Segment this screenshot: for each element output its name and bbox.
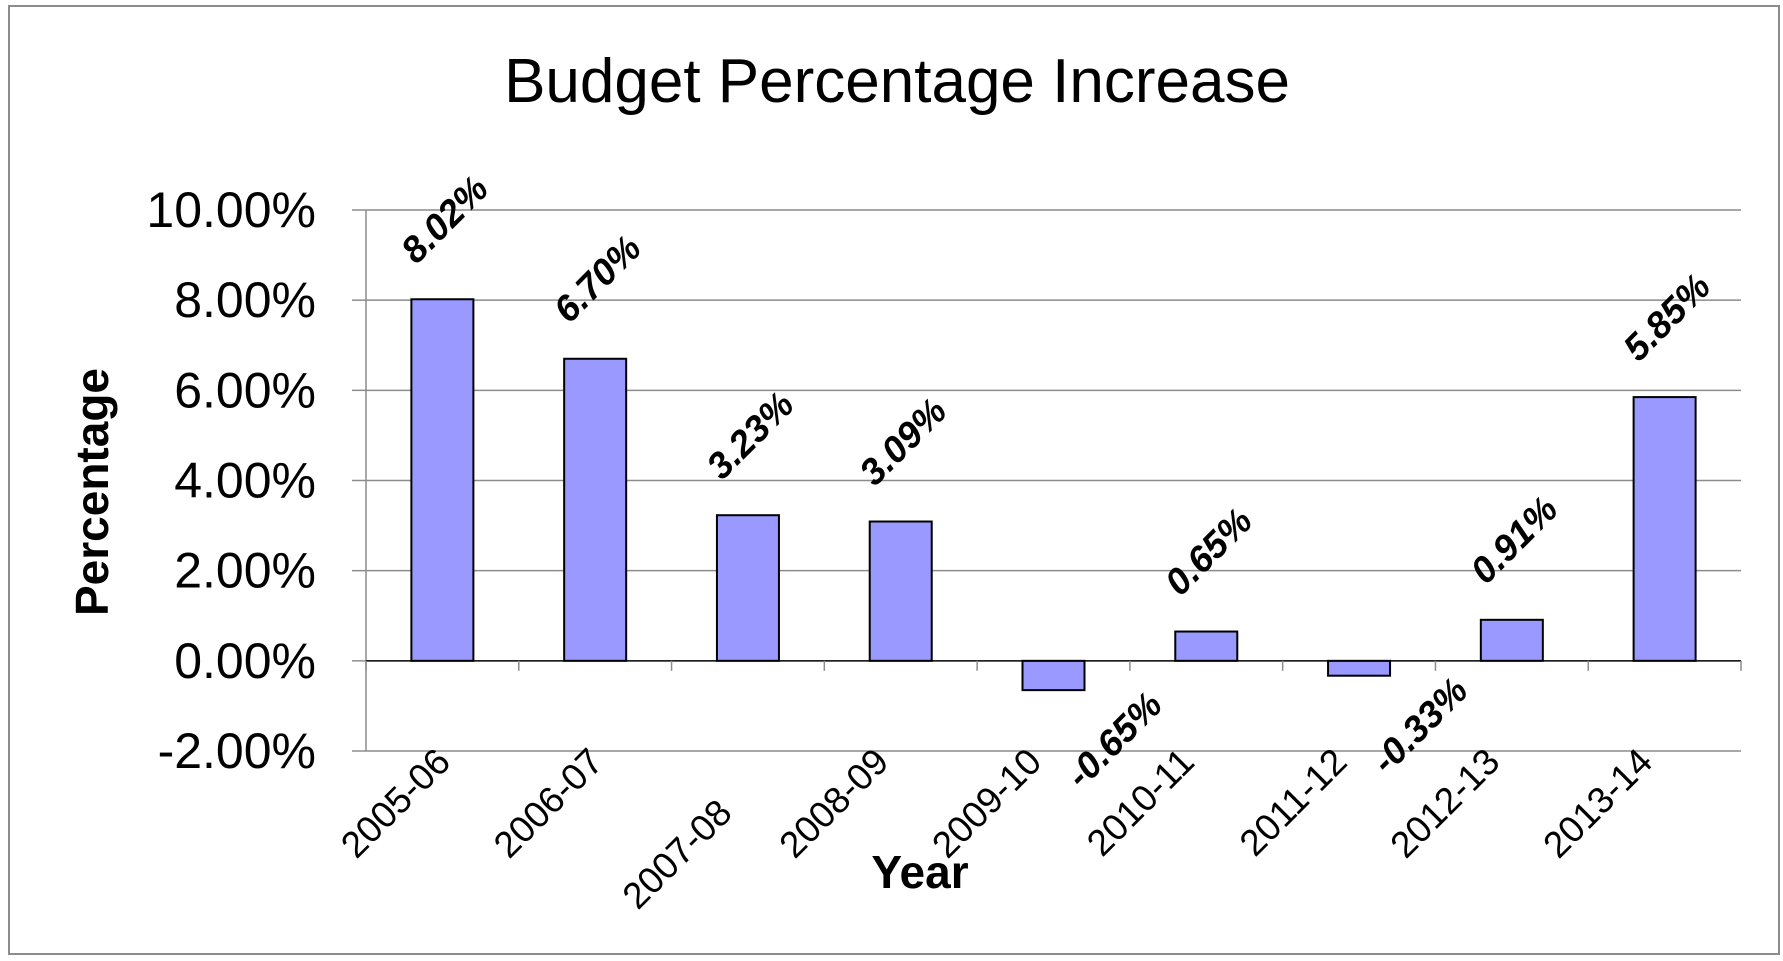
bar bbox=[868, 520, 933, 662]
bar bbox=[1479, 618, 1544, 662]
x-axis-title: Year bbox=[871, 846, 968, 898]
y-tick-label: 6.00% bbox=[174, 362, 316, 418]
y-tick-label: 2.00% bbox=[174, 543, 316, 599]
bar bbox=[410, 298, 475, 662]
bar bbox=[1632, 396, 1697, 662]
y-tick-label: 8.00% bbox=[174, 272, 316, 328]
bar bbox=[1327, 659, 1392, 677]
bar bbox=[1021, 659, 1086, 692]
y-tick-label: -2.00% bbox=[158, 723, 316, 779]
bar bbox=[715, 514, 780, 662]
y-tick-label: 4.00% bbox=[174, 453, 316, 509]
y-axis-title: Percentage bbox=[66, 368, 118, 616]
chart-title: Budget Percentage Increase bbox=[504, 47, 1290, 116]
y-tick-label: 10.00% bbox=[146, 182, 316, 238]
bars bbox=[410, 298, 1697, 692]
bar bbox=[563, 357, 628, 662]
axes bbox=[352, 209, 1742, 752]
y-tick-label: 0.00% bbox=[174, 633, 316, 689]
bar bbox=[1174, 630, 1239, 662]
